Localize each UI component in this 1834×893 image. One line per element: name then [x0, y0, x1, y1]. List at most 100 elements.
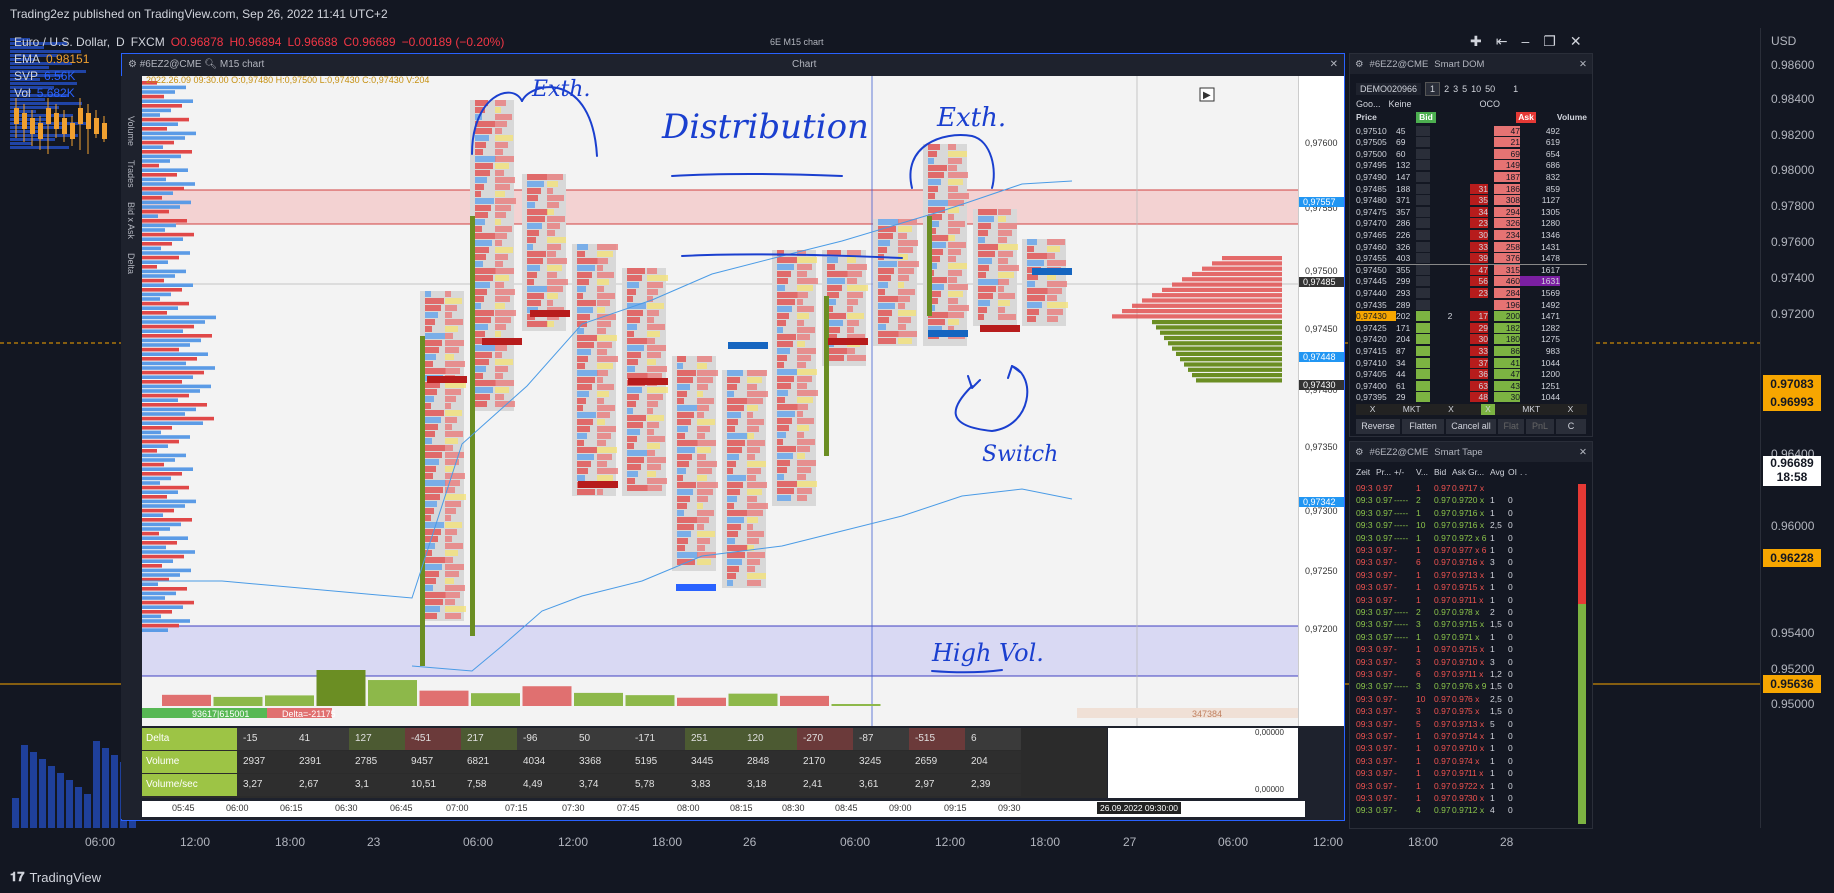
close-chart-icon[interactable]: ✕ — [1329, 58, 1338, 70]
dom-bid-cell[interactable] — [1416, 299, 1430, 310]
add-icon[interactable]: ✚ — [1470, 33, 1482, 49]
tab-volume[interactable]: Volume — [126, 116, 136, 147]
dom-price[interactable]: 0,97470 — [1356, 218, 1387, 229]
dom-price[interactable]: 0,97420 — [1356, 334, 1387, 345]
dom-row[interactable]: 0,97500 60 69 654 — [1356, 148, 1587, 159]
tradingview-logo-icon[interactable]: 𝟏𝟕 — [10, 869, 25, 884]
dom-bid-cell[interactable] — [1416, 171, 1430, 182]
dom-row[interactable]: 0,97440 293 23 284 1569 — [1356, 287, 1587, 298]
dom-row[interactable]: 0,97505 69 21 619 — [1356, 137, 1587, 148]
cancel-mid-button[interactable]: X — [1481, 404, 1495, 415]
oco-toggle[interactable]: OCO — [1479, 99, 1501, 109]
cancel-button[interactable]: X — [1448, 404, 1454, 414]
dom-bid-cell[interactable] — [1416, 183, 1430, 194]
dom-price[interactable]: 0,97435 — [1356, 299, 1387, 310]
mkt-sell-button[interactable]: MKT — [1402, 404, 1421, 414]
dom-row[interactable]: 0,97400 61 63 43 1251 — [1356, 380, 1587, 391]
close-icon[interactable]: ✕ — [1569, 33, 1582, 49]
dom-row[interactable]: 0,97405 44 36 47 1200 — [1356, 369, 1587, 380]
dom-price[interactable]: 0,97465 — [1356, 229, 1387, 240]
flatten-button[interactable]: Flatten — [1402, 419, 1444, 434]
ema-label[interactable]: EMA — [14, 52, 41, 66]
vol-label[interactable]: Vol — [14, 86, 31, 100]
tape-col-header[interactable]: Gr... — [1468, 467, 1485, 477]
qty-2-button[interactable]: 2 — [1444, 84, 1450, 94]
timeframe-label[interactable]: D — [116, 35, 125, 49]
inner-price-axis[interactable]: 0,97600 0,97550 0,97500 0,97450 0,97400 0,973… — [1298, 76, 1344, 726]
dom-bid-cell[interactable] — [1416, 276, 1430, 287]
tape-col-header[interactable]: Ask — [1452, 467, 1467, 477]
dom-price[interactable]: 0,97410 — [1356, 357, 1387, 368]
move-icon[interactable]: ⇤ — [1495, 33, 1508, 49]
dom-bid-cell[interactable] — [1416, 369, 1430, 380]
account-select[interactable]: DEMO020966 — [1356, 83, 1422, 95]
tape-col-header[interactable]: Pr... — [1376, 467, 1392, 477]
mkt-buy-button[interactable]: MKT — [1522, 404, 1541, 414]
close-icon[interactable]: ✕ — [1579, 446, 1587, 458]
dom-row[interactable]: 0,97510 45 47 492 — [1356, 125, 1587, 136]
tape-col-header[interactable]: +/- — [1394, 467, 1405, 477]
dom-row[interactable]: 0,97460 326 33 258 1431 — [1356, 241, 1587, 252]
dom-row[interactable]: 0,97430 202 2 17 200 1471 — [1356, 311, 1587, 322]
qty-5-button[interactable]: 5 — [1462, 84, 1468, 94]
qty-3-button[interactable]: 3 — [1453, 84, 1459, 94]
tape-col-header[interactable]: OI — [1508, 467, 1517, 477]
dom-row[interactable]: 0,97480 371 35 308 1127 — [1356, 195, 1587, 206]
dom-row[interactable]: 0,97425 171 29 182 1282 — [1356, 322, 1587, 333]
dom-bid-cell[interactable] — [1416, 160, 1430, 171]
chart-symbol[interactable]: #6EZ2@CME — [139, 58, 202, 70]
dom-price[interactable]: 0,97400 — [1356, 380, 1387, 391]
dom-row[interactable]: 0,97420 204 30 180 1275 — [1356, 334, 1587, 345]
dom-price[interactable]: 0,97510 — [1356, 125, 1387, 136]
dom-bid-cell[interactable] — [1416, 206, 1430, 217]
tape-symbol[interactable]: #6EZ2@CME — [1369, 446, 1429, 458]
footprint-plot[interactable]: 93617|615001 Delta=-21175 347384 ▶ Exth.… — [142, 75, 1305, 726]
dom-bid-cell[interactable] — [1416, 265, 1430, 276]
dom-price[interactable]: 0,97505 — [1356, 137, 1387, 148]
dom-price[interactable]: 0,97445 — [1356, 276, 1387, 287]
reverse-button[interactable]: Reverse — [1356, 419, 1400, 434]
inner-time-axis[interactable]: 05:45 06:00 06:15 06:30 06:45 07:00 07:15 07:30… — [142, 801, 1305, 817]
gear-icon[interactable]: ⚙ — [1355, 58, 1364, 70]
dom-bid-cell[interactable] — [1416, 392, 1430, 403]
tape-col-header[interactable]: Bid — [1434, 467, 1447, 477]
dom-price[interactable]: 0,97455 — [1356, 253, 1387, 264]
dom-price[interactable]: 0,97495 — [1356, 160, 1387, 171]
gear-icon[interactable]: ⚙ — [128, 58, 137, 70]
search-icon[interactable]: 🔍︎ — [204, 58, 218, 70]
qty-10-button[interactable]: 10 — [1471, 84, 1482, 94]
dom-price[interactable]: 0,97450 — [1356, 265, 1387, 276]
price-axis[interactable]: USD 0.98600 0.98400 0.98200 0.98000 0.97800 0… — [1760, 28, 1834, 828]
flat-button[interactable]: Flat — [1498, 419, 1524, 434]
dom-row[interactable]: 0,97445 299 56 460 1631 — [1356, 276, 1587, 287]
dom-price[interactable]: 0,97475 — [1356, 206, 1387, 217]
close-icon[interactable]: ✕ — [1579, 58, 1587, 70]
cancel-bid-button[interactable]: X — [1369, 404, 1376, 414]
maximize-icon[interactable]: ❐ — [1543, 33, 1556, 49]
dom-bid-cell[interactable] — [1416, 241, 1430, 252]
tape-scrollbar[interactable] — [1578, 484, 1586, 824]
dom-price[interactable]: 0,97440 — [1356, 287, 1387, 298]
brand-name[interactable]: TradingView — [29, 869, 102, 885]
dom-row[interactable]: 0,97415 87 33 86 983 — [1356, 345, 1587, 356]
c-button[interactable]: C — [1556, 419, 1586, 434]
dom-price[interactable]: 0,97430 — [1356, 311, 1396, 322]
dom-row[interactable]: 0,97455 403 39 376 1478 — [1356, 253, 1587, 264]
scroll-end-icon[interactable]: ▶ — [1203, 90, 1211, 101]
dom-mid-cell[interactable]: 2 — [1447, 311, 1453, 322]
qty-input[interactable]: 1 — [1513, 84, 1519, 94]
dom-bid-cell[interactable] — [1416, 125, 1430, 136]
none-select[interactable]: Keine — [1388, 99, 1412, 109]
dom-bid-cell[interactable] — [1416, 357, 1430, 368]
dom-bid-cell[interactable] — [1416, 253, 1430, 264]
side-tabs[interactable]: Volume Trades Bid x Ask Delta — [121, 76, 142, 819]
dom-bid-cell[interactable] — [1416, 195, 1430, 206]
dom-bid-cell[interactable] — [1416, 148, 1430, 159]
dom-price[interactable]: 0,97405 — [1356, 369, 1387, 380]
smart-tape-window[interactable]: ⚙ #6EZ2@CME Smart Tape ✕ Zeit Pr... +/- V..… — [1349, 441, 1593, 829]
dom-row[interactable]: 0,97450 355 47 315 1617 — [1356, 264, 1587, 276]
tab-trades[interactable]: Trades — [126, 160, 136, 188]
dom-price[interactable]: 0,97415 — [1356, 345, 1387, 356]
dom-row[interactable]: 0,97485 188 31 186 859 — [1356, 183, 1587, 194]
dom-row[interactable]: 0,97475 357 34 294 1305 — [1356, 206, 1587, 217]
